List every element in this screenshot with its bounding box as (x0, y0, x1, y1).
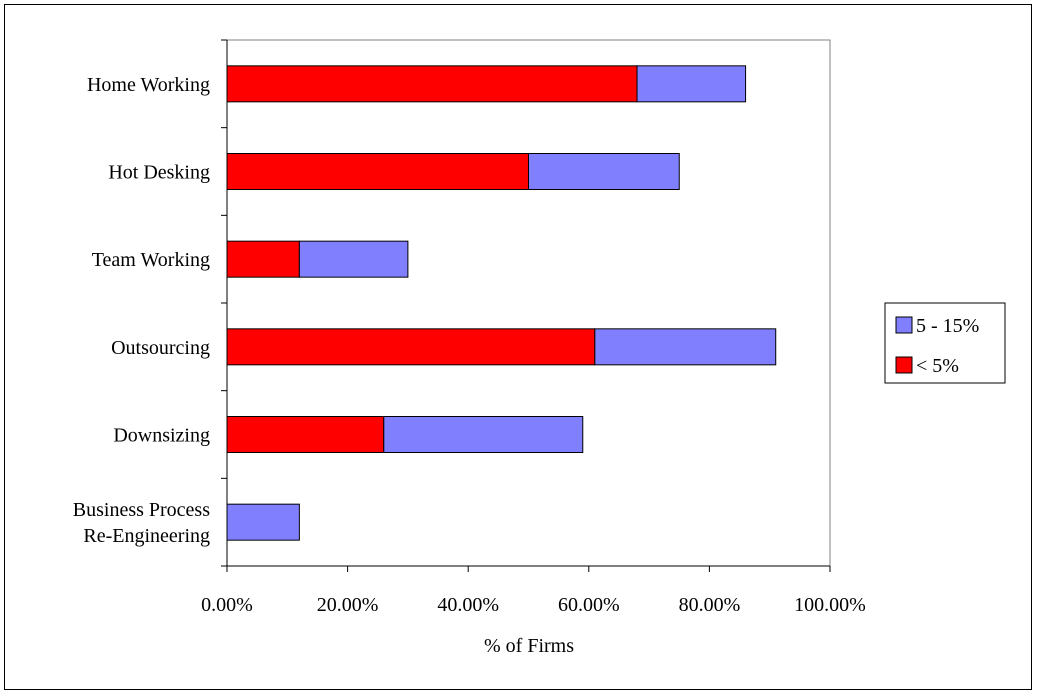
bars-group (227, 66, 776, 540)
category-label: Re-Engineering (83, 525, 210, 547)
category-label: Downsizing (113, 425, 210, 447)
legend-label: < 5% (916, 355, 959, 377)
bar-segment (529, 154, 680, 190)
legend: 5 - 15% < 5% (885, 303, 1005, 383)
bar-segment (227, 504, 299, 540)
bar-segment (637, 66, 746, 102)
legend-label: 5 - 15% (916, 315, 979, 337)
x-tick-label: 20.00% (317, 594, 379, 616)
x-tick-labels: 0.00% 20.00% 40.00% 60.00% 80.00% 100.00% (201, 594, 866, 616)
bar-segment (384, 417, 583, 453)
bar-segment (595, 329, 776, 365)
x-tick-label: 80.00% (679, 594, 741, 616)
axes-group (221, 40, 830, 572)
x-tick-label: 0.00% (201, 594, 253, 616)
bar-segment (227, 417, 384, 453)
category-label: Business Process (73, 499, 210, 521)
bar-segment (227, 241, 299, 277)
category-labels: Home Working Hot Desking Team Working Outso… (73, 74, 210, 547)
bar-segment (299, 241, 408, 277)
bar-segment (227, 154, 529, 190)
legend-swatch (896, 357, 912, 373)
bar-segment (227, 66, 637, 102)
plot-area (227, 40, 830, 566)
x-axis-title: % of Firms (484, 635, 574, 657)
category-label: Hot Desking (108, 162, 210, 184)
x-tick-label: 100.00% (794, 594, 866, 616)
legend-swatch (896, 317, 912, 333)
bar-segment (227, 329, 595, 365)
x-tick-label: 40.00% (437, 594, 499, 616)
x-tick-label: 60.00% (558, 594, 620, 616)
category-label: Team Working (92, 249, 210, 271)
category-label: Home Working (87, 74, 210, 96)
category-label: Outsourcing (111, 337, 210, 359)
